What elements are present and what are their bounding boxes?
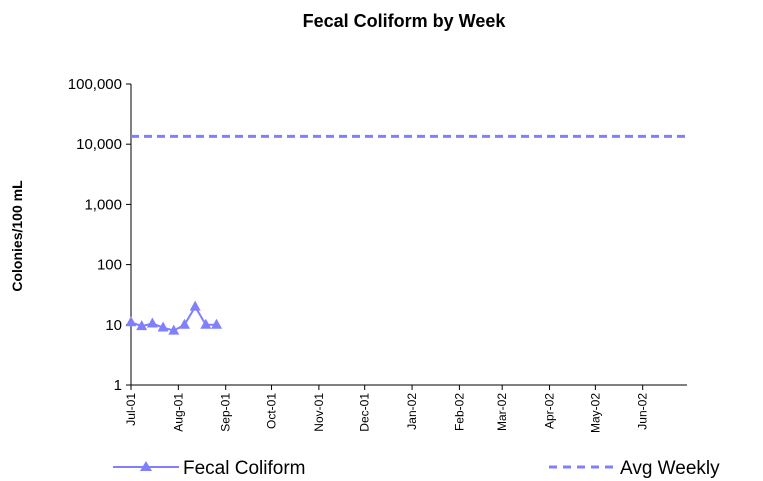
- legend: Fecal Coliform Avg Weekly: [113, 458, 720, 479]
- fecal-coliform-point: [211, 318, 223, 329]
- x-tick-label: Jun-02: [636, 393, 650, 430]
- x-tick-label: Dec-01: [358, 393, 372, 432]
- axes: [126, 83, 687, 390]
- fecal-coliform-point: [136, 320, 148, 331]
- y-tick-label: 100,000: [68, 76, 122, 93]
- x-tick-label: Sep-01: [219, 393, 233, 432]
- fecal-coliform-point: [200, 318, 212, 329]
- legend-fecal-coliform-label: Fecal Coliform: [183, 458, 305, 479]
- fecal-coliform-point: [189, 300, 201, 311]
- fecal-coliform-point: [178, 318, 190, 329]
- x-tick-label: Aug-01: [171, 393, 185, 432]
- legend-avg-weekly-label: Avg Weekly: [620, 458, 720, 479]
- x-tick-label: Oct-01: [265, 393, 279, 429]
- y-axis-label: Colonies/100 mL: [9, 180, 25, 292]
- x-tick-label: Mar-02: [495, 393, 509, 431]
- y-tick-labels: 1 10 100 1,000 10,000 100,000: [68, 76, 122, 394]
- x-tick-label: Feb-02: [452, 393, 466, 431]
- y-tick-label: 10: [105, 317, 122, 334]
- x-tick-label: Jan-02: [405, 393, 419, 430]
- x-tick-label: Apr-02: [543, 393, 557, 429]
- x-tick-label: May-02: [588, 393, 602, 433]
- y-tick-label: 10,000: [76, 136, 122, 153]
- plot-area: [125, 134, 687, 335]
- fecal-coliform-point: [125, 316, 137, 327]
- y-tick-label: 100: [97, 257, 122, 274]
- x-tick-label: Jul-01: [124, 393, 138, 426]
- chart-title: Fecal Coliform by Week: [303, 11, 507, 31]
- y-tick-label: 1: [114, 377, 122, 394]
- y-tick-label: 1,000: [84, 196, 122, 213]
- x-tick-label: Nov-01: [312, 393, 326, 432]
- fecal-coliform-point: [157, 321, 169, 332]
- fecal-coliform-point: [168, 324, 180, 335]
- x-tick-labels: Jul-01 Aug-01 Sep-01 Oct-01 Nov-01 Dec-01 Jan-…: [124, 393, 650, 433]
- legend-triangle-marker: [140, 461, 152, 471]
- fecal-coliform-point: [146, 317, 158, 328]
